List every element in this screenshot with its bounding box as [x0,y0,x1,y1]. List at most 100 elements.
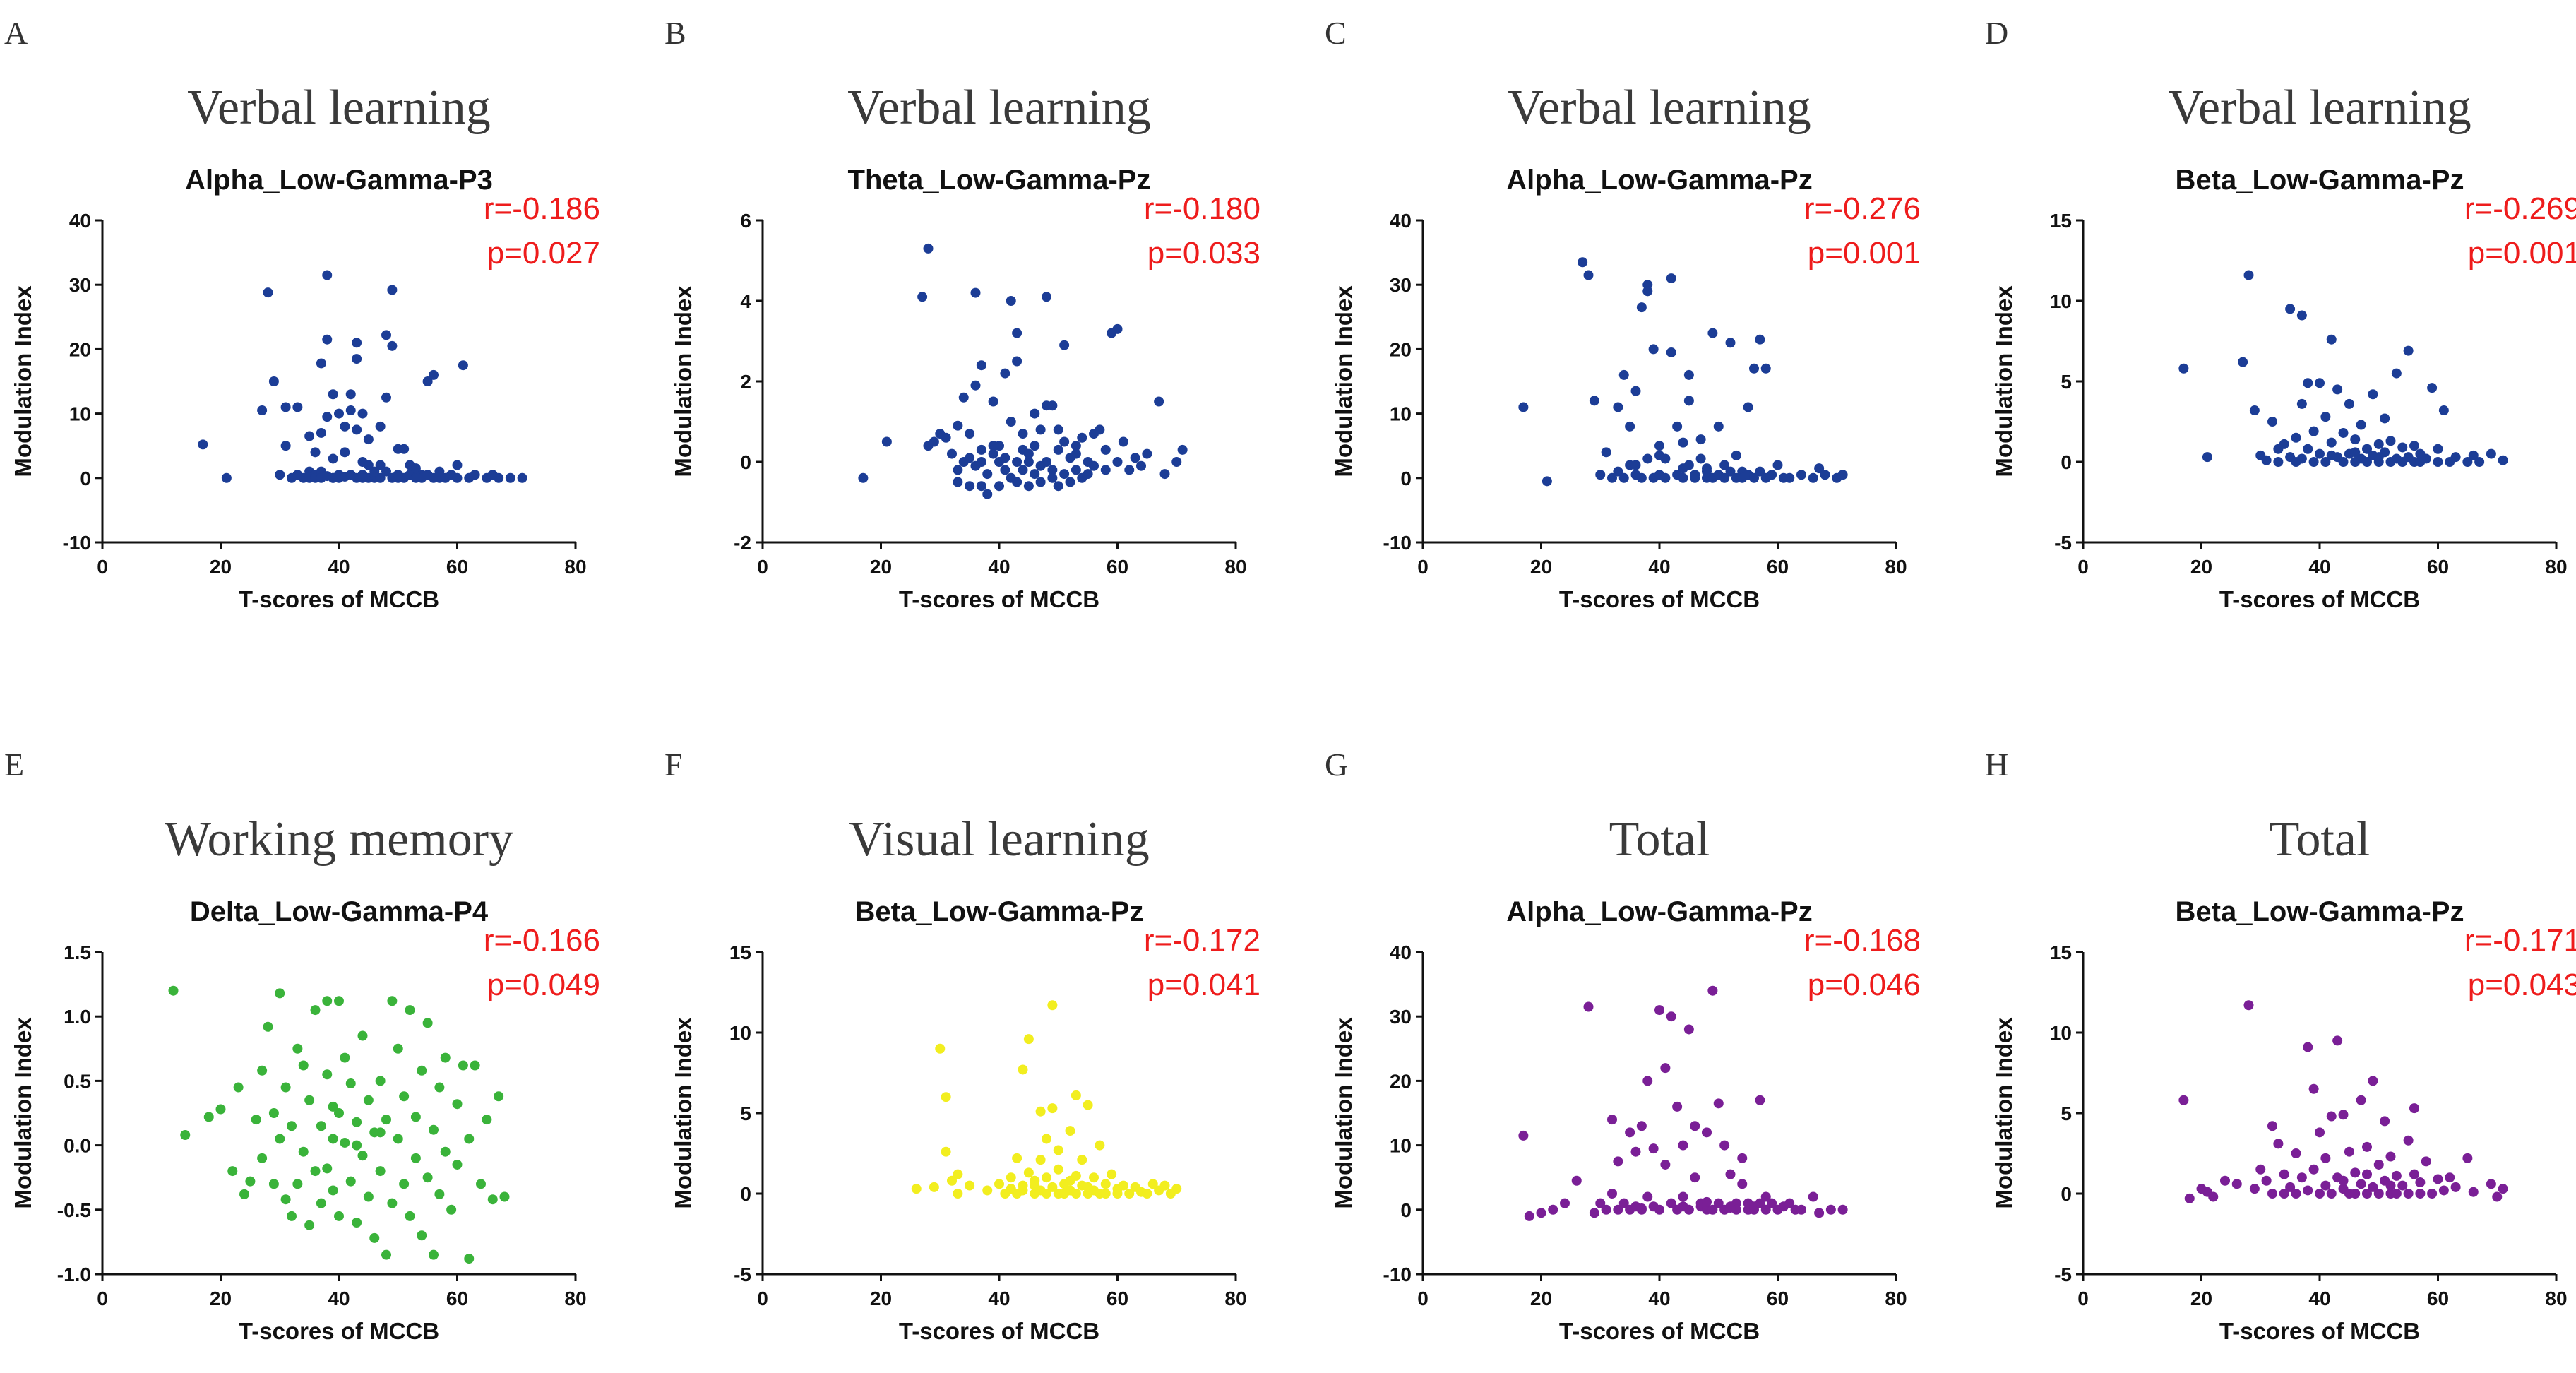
data-point [1047,400,1058,411]
data-point [1749,363,1759,374]
x-tick-label: 80 [1885,1288,1907,1309]
x-tick-label: 20 [2190,1288,2212,1309]
data-point [322,334,333,345]
data-point [1690,472,1700,483]
y-axis-label: Modulation Index [1991,1017,2017,1209]
data-point [1666,1198,1676,1208]
data-point [1648,344,1659,355]
data-point [2320,1153,2331,1163]
data-point [1059,340,1070,350]
data-point [2391,1189,2402,1199]
data-point [1743,402,1753,412]
y-tick-label: 15 [2050,941,2072,963]
x-tick-label: 60 [446,556,468,578]
y-tick-label: -5 [734,1264,751,1285]
data-point [1683,1024,1694,1035]
data-point [221,472,232,483]
p-value: p=0.043 [2468,968,2576,1002]
data-point [476,1179,486,1189]
data-point [1023,448,1034,459]
data-point [280,441,291,451]
data-point [345,1176,356,1187]
data-point [2315,378,2325,388]
data-point [434,466,445,477]
x-tick-label: 60 [1767,1288,1789,1309]
data-point [2427,1189,2438,1199]
data-point [1012,356,1022,367]
data-point [1837,1204,1848,1215]
r-value: r=-0.166 [484,923,600,958]
data-point [970,287,981,298]
data-point [1000,453,1010,463]
data-point [965,429,975,439]
data-point [2403,1135,2414,1146]
data-point [1023,457,1034,467]
data-point [357,1030,368,1041]
data-point [375,421,386,432]
data-point [1018,1185,1028,1196]
data-point [310,1166,321,1177]
x-tick-label: 20 [870,556,892,578]
data-point [881,436,892,447]
data-point [233,1082,244,1093]
data-point [1678,1201,1688,1212]
data-point [440,1146,451,1157]
panel-heading: Verbal learning [1508,81,1811,135]
data-point [2362,1169,2372,1179]
data-point [965,453,975,463]
data-point [268,376,279,386]
data-point [458,360,468,371]
data-point [1625,1127,1635,1138]
y-axis-label: Modulation Index [670,285,696,477]
data-point [2438,1185,2449,1196]
data-point [1707,328,1718,338]
data-point [1047,1182,1058,1192]
data-point [310,1005,321,1016]
y-axis-label: Modulation Index [10,1017,36,1209]
y-tick-label: 20 [69,338,91,360]
data-point [304,431,315,441]
data-point [2427,383,2438,393]
data-point [1808,472,1818,483]
data-point [464,1254,475,1264]
data-point [1695,453,1706,464]
data-point [1518,402,1529,412]
data-point [1536,1208,1546,1218]
data-points [168,985,510,1264]
data-point [1725,1169,1736,1179]
data-point [1672,421,1683,432]
data-point [1702,466,1712,477]
data-point [1755,466,1765,477]
data-point [2332,1035,2343,1046]
y-tick-label: -10 [1383,1264,1412,1285]
data-point [1666,347,1676,357]
data-point [393,1134,403,1144]
data-point [1613,1156,1623,1167]
data-point [357,1151,368,1161]
data-point [387,996,398,1006]
data-point [1713,1098,1724,1109]
data-point [375,1166,386,1177]
data-point [994,1179,1004,1189]
p-value: p=0.033 [1147,236,1260,271]
data-point [1767,470,1777,480]
data-point [1613,402,1623,412]
data-point [2296,398,2307,409]
panel-letter: H [1985,747,2008,783]
data-point [2344,398,2354,409]
data-point [1672,1101,1683,1112]
data-point [1042,292,1051,302]
y-tick-label: 0 [1400,468,1412,489]
data-point [1636,1121,1647,1131]
data-point [375,1127,386,1138]
panel-heading: Verbal learning [2168,81,2471,135]
data-point [275,1134,285,1144]
data-point [1737,1153,1748,1163]
data-point [1589,1208,1599,1218]
data-point [328,1134,338,1144]
data-point [1147,1179,1158,1189]
data-point [1124,1189,1135,1199]
data-points [2178,270,2508,467]
data-point [2243,1000,2254,1011]
data-point [1683,396,1694,406]
